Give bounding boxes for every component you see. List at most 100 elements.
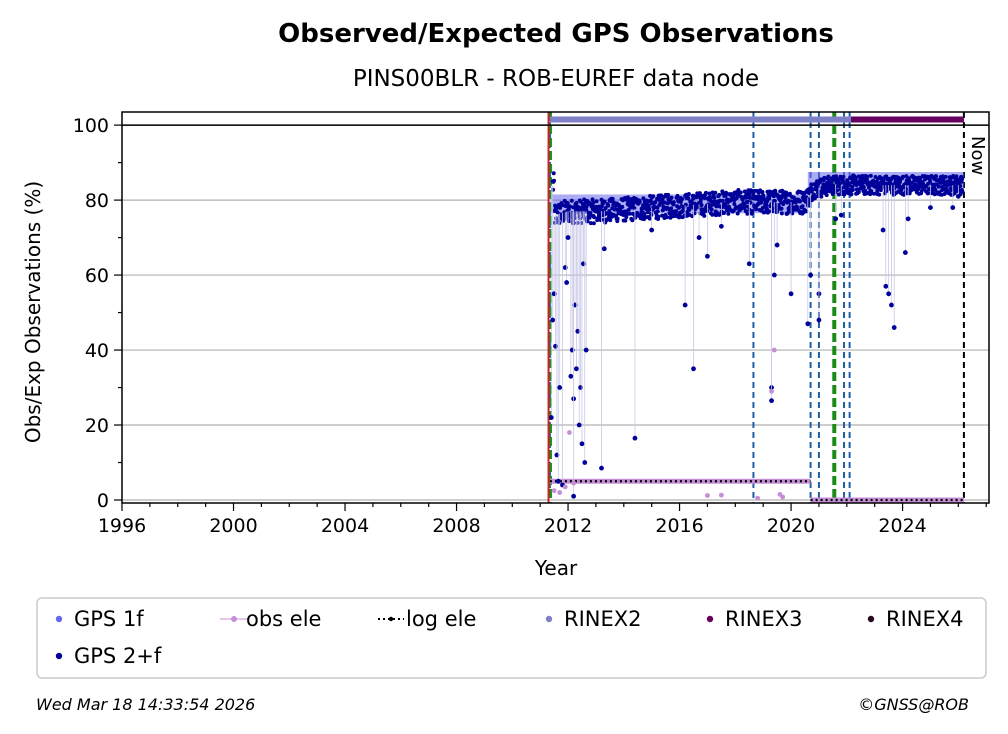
- legend-label: obs ele: [246, 607, 321, 631]
- gps-2f-point: [630, 218, 635, 223]
- gps-2f-outlier: [565, 235, 571, 240]
- gps-2f-point: [794, 204, 799, 209]
- legend-marker: [545, 615, 553, 623]
- gps-2f-point: [745, 211, 750, 216]
- gps-2f-point: [724, 190, 729, 195]
- gps-2f-point: [868, 192, 873, 197]
- gps-2f-point: [881, 178, 886, 183]
- gps-2f-point: [623, 218, 628, 223]
- gps-2f-point: [772, 199, 777, 204]
- gps-2f-outlier: [880, 227, 886, 233]
- x-tick-label: 2016: [655, 515, 703, 537]
- gps-2f-point: [787, 191, 792, 196]
- gps-2f-outlier: [571, 493, 577, 499]
- gps-2f-point: [943, 174, 948, 179]
- gps-2f-outlier: [774, 242, 780, 248]
- legend-marker: [55, 615, 63, 623]
- gps-2f-outlier: [557, 385, 563, 390]
- gps-2f-point: [699, 203, 704, 208]
- gps-2f-point: [829, 180, 834, 185]
- gps-2f-point: [624, 215, 629, 220]
- gps-2f-outlier: [579, 441, 585, 447]
- gps-2f-point: [861, 185, 866, 190]
- gps-2f-point: [579, 220, 584, 225]
- footer-copyright: ©GNSS@ROB: [858, 695, 969, 714]
- gps-2f-point: [767, 196, 772, 201]
- gps-2f-outlier: [769, 398, 774, 404]
- gps-2f-point: [928, 179, 933, 184]
- gps-2f-point: [620, 204, 625, 209]
- gps-2f-point: [760, 189, 765, 194]
- gps-2f-outlier: [886, 291, 892, 297]
- gps-2f-outlier: [599, 465, 604, 471]
- gps-2f-point: [603, 206, 608, 211]
- gps-2f-point: [606, 203, 611, 208]
- gps-2f-point: [909, 180, 914, 185]
- legend-label: log ele: [406, 607, 476, 631]
- gps-2f-outlier: [928, 205, 933, 210]
- gps-2f-point: [653, 200, 658, 205]
- gps-2f-point: [702, 195, 707, 200]
- gps-2f-point: [958, 183, 963, 188]
- gps-2f-outlier: [883, 283, 889, 289]
- gps-2f-point: [637, 200, 642, 205]
- gps-2f-point: [836, 192, 841, 197]
- x-tick-label: 2024: [878, 515, 926, 537]
- gps-2f-point: [608, 218, 613, 223]
- chart-title: Observed/Expected GPS Observations: [278, 19, 834, 49]
- gps-2f-point: [868, 173, 873, 178]
- gps-2f-point: [706, 202, 711, 207]
- legend-label: GPS 1f: [74, 607, 144, 631]
- gps-2f-point: [900, 174, 905, 179]
- gps-2f-point: [766, 209, 771, 214]
- gps-2f-point: [721, 210, 726, 215]
- gps-2f-point: [599, 197, 604, 202]
- gps-2f-point: [602, 199, 607, 204]
- gps-2f-point: [592, 215, 597, 220]
- y-tick-label: 40: [85, 340, 109, 362]
- gps-2f-point: [569, 198, 574, 203]
- gps-2f-point: [869, 189, 874, 194]
- gps-2f-point: [709, 207, 714, 212]
- gps-2f-point: [916, 187, 921, 192]
- gps-2f-outlier: [889, 302, 894, 308]
- gps-2f-point: [804, 209, 809, 214]
- x-tick-label: 2000: [209, 515, 257, 537]
- gps-2f-point: [797, 199, 802, 204]
- gps-2f-point: [865, 174, 870, 179]
- gps-2f-point: [759, 200, 764, 205]
- gps-2f-point: [934, 174, 939, 179]
- legend-marker: [231, 616, 237, 622]
- gps-2f-point: [648, 198, 653, 203]
- gps-2f-outlier: [833, 216, 839, 222]
- gps-2f-point: [738, 190, 743, 195]
- x-tick-label: 2008: [432, 515, 480, 537]
- gps-2f-point: [841, 174, 846, 179]
- gps-2f-point: [856, 190, 861, 195]
- gps-2f-point: [960, 176, 965, 181]
- y-tick-label: 20: [85, 415, 109, 437]
- gps-2f-point: [822, 175, 827, 180]
- obs-ele-point: [755, 495, 761, 501]
- gps-2f-outlier: [691, 366, 696, 372]
- gps-2f-point: [615, 216, 620, 221]
- gps-2f-outlier: [550, 317, 556, 323]
- gps-2f-outlier: [649, 227, 655, 233]
- gps-2f-point: [680, 196, 685, 201]
- gps-2f-point: [591, 200, 596, 205]
- gps-2f-point: [838, 174, 843, 179]
- obs-ele-point: [551, 488, 557, 494]
- gps-2f-outlier: [891, 325, 897, 330]
- gps-2f-point: [551, 171, 556, 176]
- gps-2f-outlier: [582, 460, 588, 465]
- legend-marker: [388, 616, 394, 622]
- legend-label: RINEX3: [725, 607, 803, 631]
- gps-2f-point: [610, 196, 615, 201]
- gps-2f-point: [740, 197, 745, 202]
- gps-2f-outlier: [718, 223, 724, 229]
- x-tick-label: 2004: [321, 515, 369, 537]
- gps-2f-point: [669, 206, 674, 211]
- gps-2f-point: [747, 192, 752, 197]
- obs-ele-point: [571, 480, 577, 486]
- gps-2f-point: [849, 191, 854, 196]
